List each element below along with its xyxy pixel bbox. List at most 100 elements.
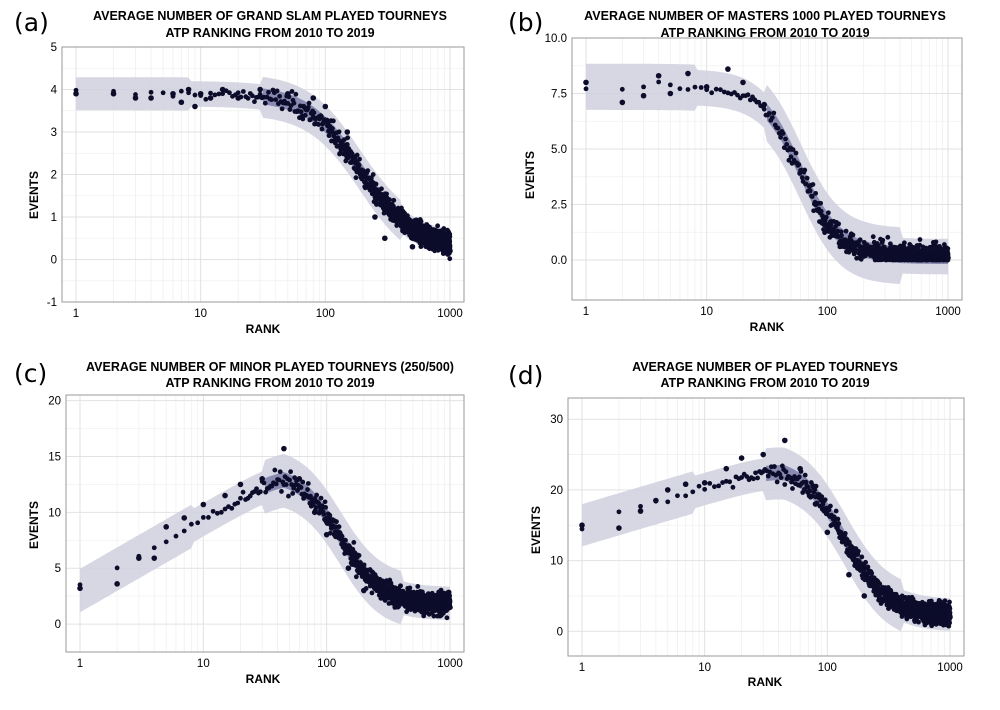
data-point (761, 106, 767, 112)
data-point (725, 66, 731, 72)
data-point (345, 135, 351, 141)
plot-area-c: 1 10 100 1000 0 5 10 15 20 (48, 394, 465, 670)
data-point (308, 493, 313, 499)
data-point (344, 129, 351, 135)
data-point (257, 86, 263, 93)
data-point (640, 92, 647, 99)
data-point (696, 483, 702, 489)
panel-label-a: (a) (14, 8, 49, 37)
data-point (942, 598, 948, 604)
data-point (206, 514, 211, 520)
data-point (718, 87, 723, 93)
data-point (701, 480, 708, 486)
data-point (235, 500, 241, 506)
data-point (790, 147, 796, 153)
data-point (334, 519, 339, 525)
data-points (77, 445, 453, 621)
data-point (261, 480, 267, 486)
data-point (73, 90, 79, 97)
plot-area-b: 1 10 100 1000 0.0 2.5 5.0 7.5 10.0 (545, 33, 963, 318)
data-point (222, 506, 228, 512)
data-point (148, 95, 154, 101)
tick-labels: 1 10 100 1000 -1 0 1 2 3 4 5 (47, 42, 463, 320)
confidence-ribbon (582, 447, 950, 632)
data-point (357, 156, 362, 162)
data-point (326, 133, 332, 139)
data-point (361, 562, 367, 568)
data-point (281, 445, 287, 452)
data-point (667, 82, 673, 88)
data-point (859, 554, 865, 560)
data-point (721, 89, 727, 95)
data-point (353, 175, 359, 181)
data-point (287, 107, 293, 112)
data-point (698, 85, 704, 90)
y-tick-label: 0.0 (551, 255, 567, 267)
data-point (704, 87, 710, 93)
data-point (170, 93, 176, 99)
data-point (583, 79, 589, 86)
data-point (382, 235, 388, 242)
data-point (447, 234, 453, 239)
data-point (245, 95, 251, 101)
data-point (916, 619, 921, 625)
data-point (667, 90, 674, 97)
data-point (579, 526, 585, 532)
data-point (616, 525, 622, 531)
data-point (379, 186, 384, 192)
data-point (369, 590, 375, 596)
x-tick-label: 100 (316, 308, 335, 320)
data-point (173, 533, 179, 539)
data-point (766, 111, 772, 116)
data-point (583, 86, 589, 92)
data-point (330, 126, 335, 131)
x-tick-label: 1000 (935, 306, 961, 318)
data-point (828, 503, 833, 509)
x-axis-title-a: RANK (246, 322, 281, 336)
data-point (314, 492, 320, 498)
minor-grid (568, 398, 964, 656)
data-point (863, 559, 868, 565)
data-point (356, 553, 362, 558)
data-point (322, 499, 328, 505)
data-point (212, 92, 218, 98)
data-point (305, 481, 311, 486)
panel-c: (c) AVERAGE NUMBER OF MINOR PLAYED TOURN… (14, 359, 465, 686)
data-point (287, 477, 292, 483)
data-point (398, 583, 403, 589)
data-point (638, 503, 643, 509)
panel-a: (a) AVERAGE NUMBER OF GRAND SLAM PLAYED … (14, 8, 465, 336)
data-point (835, 516, 841, 522)
data-point (836, 221, 842, 227)
x-tick-label: 1 (579, 662, 585, 674)
chart-subtitle-a: ATP RANKING FROM 2010 TO 2019 (165, 26, 374, 40)
data-point (447, 243, 453, 248)
data-point (283, 482, 289, 487)
y-tick-label: 20 (48, 396, 61, 408)
plot-border (61, 46, 465, 303)
data-point (818, 200, 824, 206)
data-point (240, 489, 246, 495)
data-point (384, 191, 389, 197)
data-point (344, 142, 350, 147)
data-point (870, 234, 876, 240)
data-point (319, 126, 325, 132)
y-tick-label: 0 (55, 619, 61, 631)
data-point (188, 521, 194, 527)
data-point (336, 129, 342, 135)
data-point (947, 606, 953, 612)
data-point (877, 581, 883, 587)
y-tick-label: 0 (51, 255, 57, 267)
data-point (793, 150, 799, 156)
data-point (783, 136, 788, 142)
data-point (760, 451, 766, 458)
data-point (294, 478, 299, 484)
data-point (203, 96, 209, 102)
data-point (327, 530, 333, 536)
data-point (318, 495, 324, 501)
data-point (192, 103, 198, 110)
x-tick-label: 100 (818, 306, 837, 318)
plot-content (77, 445, 453, 625)
data-point (321, 511, 327, 517)
data-point (723, 465, 730, 472)
